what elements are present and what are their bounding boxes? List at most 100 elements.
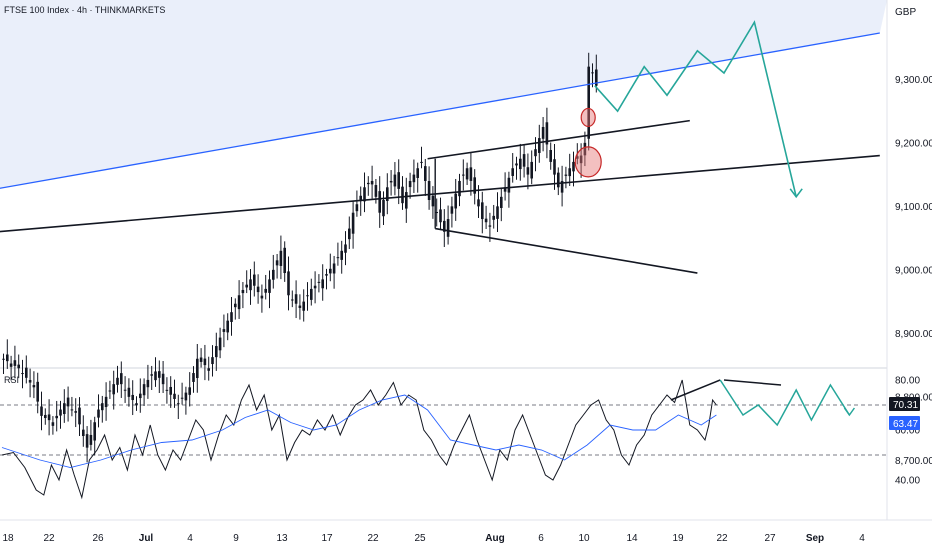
candle-body bbox=[264, 288, 267, 293]
candle-body bbox=[340, 250, 343, 260]
candle-body bbox=[199, 357, 203, 362]
candle-body bbox=[496, 206, 499, 219]
candle-body bbox=[97, 409, 100, 418]
candle-body bbox=[503, 187, 507, 192]
currency-label: GBP bbox=[895, 7, 916, 18]
candle-body bbox=[389, 180, 393, 183]
candle-body bbox=[462, 174, 465, 176]
support-line bbox=[0, 154, 880, 233]
rsi-projection-arrowhead bbox=[843, 407, 856, 417]
candle-body bbox=[215, 346, 218, 358]
candle-body bbox=[382, 200, 385, 217]
time-tick-label: 22 bbox=[43, 533, 55, 544]
candle-body bbox=[560, 180, 564, 193]
candle-body bbox=[572, 161, 575, 172]
candle-body bbox=[36, 381, 39, 402]
time-tick-label: 10 bbox=[578, 533, 590, 544]
candle-body bbox=[408, 180, 412, 188]
candle-body bbox=[108, 390, 112, 392]
candle-body bbox=[253, 274, 256, 286]
time-tick-label: 27 bbox=[764, 533, 776, 544]
candle-body bbox=[412, 174, 416, 183]
upper-channel-line bbox=[427, 119, 690, 160]
projection-arrowhead bbox=[789, 188, 803, 199]
candle-body bbox=[135, 403, 138, 406]
candle-body bbox=[139, 393, 142, 399]
candle-body bbox=[515, 163, 518, 166]
candle-body bbox=[230, 312, 233, 322]
time-tick-label: 17 bbox=[321, 533, 333, 544]
candle-body bbox=[165, 389, 169, 391]
candle-body bbox=[188, 387, 191, 395]
candle-body bbox=[484, 218, 488, 223]
time-tick-label: 9 bbox=[233, 533, 239, 544]
candle-body bbox=[313, 285, 317, 289]
candle-body bbox=[2, 358, 5, 360]
candle-body bbox=[393, 174, 397, 187]
time-tick-label: 19 bbox=[672, 533, 684, 544]
rsi-title: RSI bbox=[4, 375, 19, 385]
candle-body bbox=[553, 159, 556, 175]
candle-body bbox=[507, 177, 511, 193]
candle-body bbox=[154, 371, 157, 381]
candle-body bbox=[427, 181, 431, 201]
time-tick-label: 25 bbox=[414, 533, 426, 544]
candle-body bbox=[576, 156, 579, 159]
candle-body bbox=[587, 66, 590, 139]
time-tick-label: Sep bbox=[806, 533, 824, 544]
candle-body bbox=[142, 384, 146, 396]
candle-body bbox=[207, 368, 210, 371]
candle-body bbox=[397, 172, 400, 189]
candle-body bbox=[439, 209, 442, 223]
candle-body bbox=[317, 281, 321, 283]
candle-body bbox=[405, 192, 408, 209]
candle-body bbox=[101, 403, 104, 411]
candle-body bbox=[568, 168, 571, 177]
candle-body bbox=[424, 166, 427, 181]
candle-body bbox=[275, 260, 279, 266]
candle-body bbox=[21, 373, 24, 375]
candle-body bbox=[245, 284, 248, 288]
candle-body bbox=[104, 396, 108, 408]
time-tick-label: 6 bbox=[538, 533, 544, 544]
time-tick-label: 4 bbox=[187, 533, 193, 544]
candle-body bbox=[306, 295, 309, 297]
candle-body bbox=[127, 387, 131, 397]
rsi-trendline bbox=[670, 379, 721, 401]
candle-body bbox=[511, 168, 514, 176]
candle-body bbox=[51, 422, 55, 426]
price-tick-label: 9,100.00 bbox=[895, 202, 932, 213]
candle-body bbox=[287, 271, 290, 296]
candle-body bbox=[538, 138, 541, 153]
candle-body bbox=[47, 414, 51, 421]
candle-body bbox=[329, 268, 332, 274]
candle-body bbox=[196, 358, 199, 379]
candle-body bbox=[469, 167, 473, 181]
candle-body bbox=[268, 279, 271, 293]
candle-body bbox=[74, 411, 77, 413]
candle-body bbox=[450, 206, 454, 214]
candle-body bbox=[226, 320, 229, 333]
candle-body bbox=[481, 202, 484, 220]
candle-body bbox=[534, 149, 537, 157]
candle-body bbox=[40, 406, 43, 416]
candle-body bbox=[420, 161, 423, 163]
candle-body bbox=[192, 373, 195, 382]
candle-body bbox=[70, 409, 74, 411]
candle-body bbox=[401, 186, 404, 204]
rsi-projection-path bbox=[719, 379, 851, 427]
candle-body bbox=[348, 228, 351, 240]
candle-body bbox=[78, 407, 81, 425]
candle-body bbox=[545, 122, 549, 145]
candle-body bbox=[378, 191, 381, 213]
candle-body bbox=[63, 403, 66, 415]
candle-body bbox=[85, 434, 89, 448]
price-tick-label: 9,300.00 bbox=[895, 75, 932, 86]
rsi-ma-value: 63.47 bbox=[893, 419, 918, 430]
candle-body bbox=[477, 199, 480, 207]
candle-body bbox=[355, 204, 359, 212]
candle-body bbox=[146, 379, 150, 388]
candle-body bbox=[9, 363, 13, 367]
candle-body bbox=[298, 305, 302, 308]
candle-body bbox=[500, 196, 503, 209]
